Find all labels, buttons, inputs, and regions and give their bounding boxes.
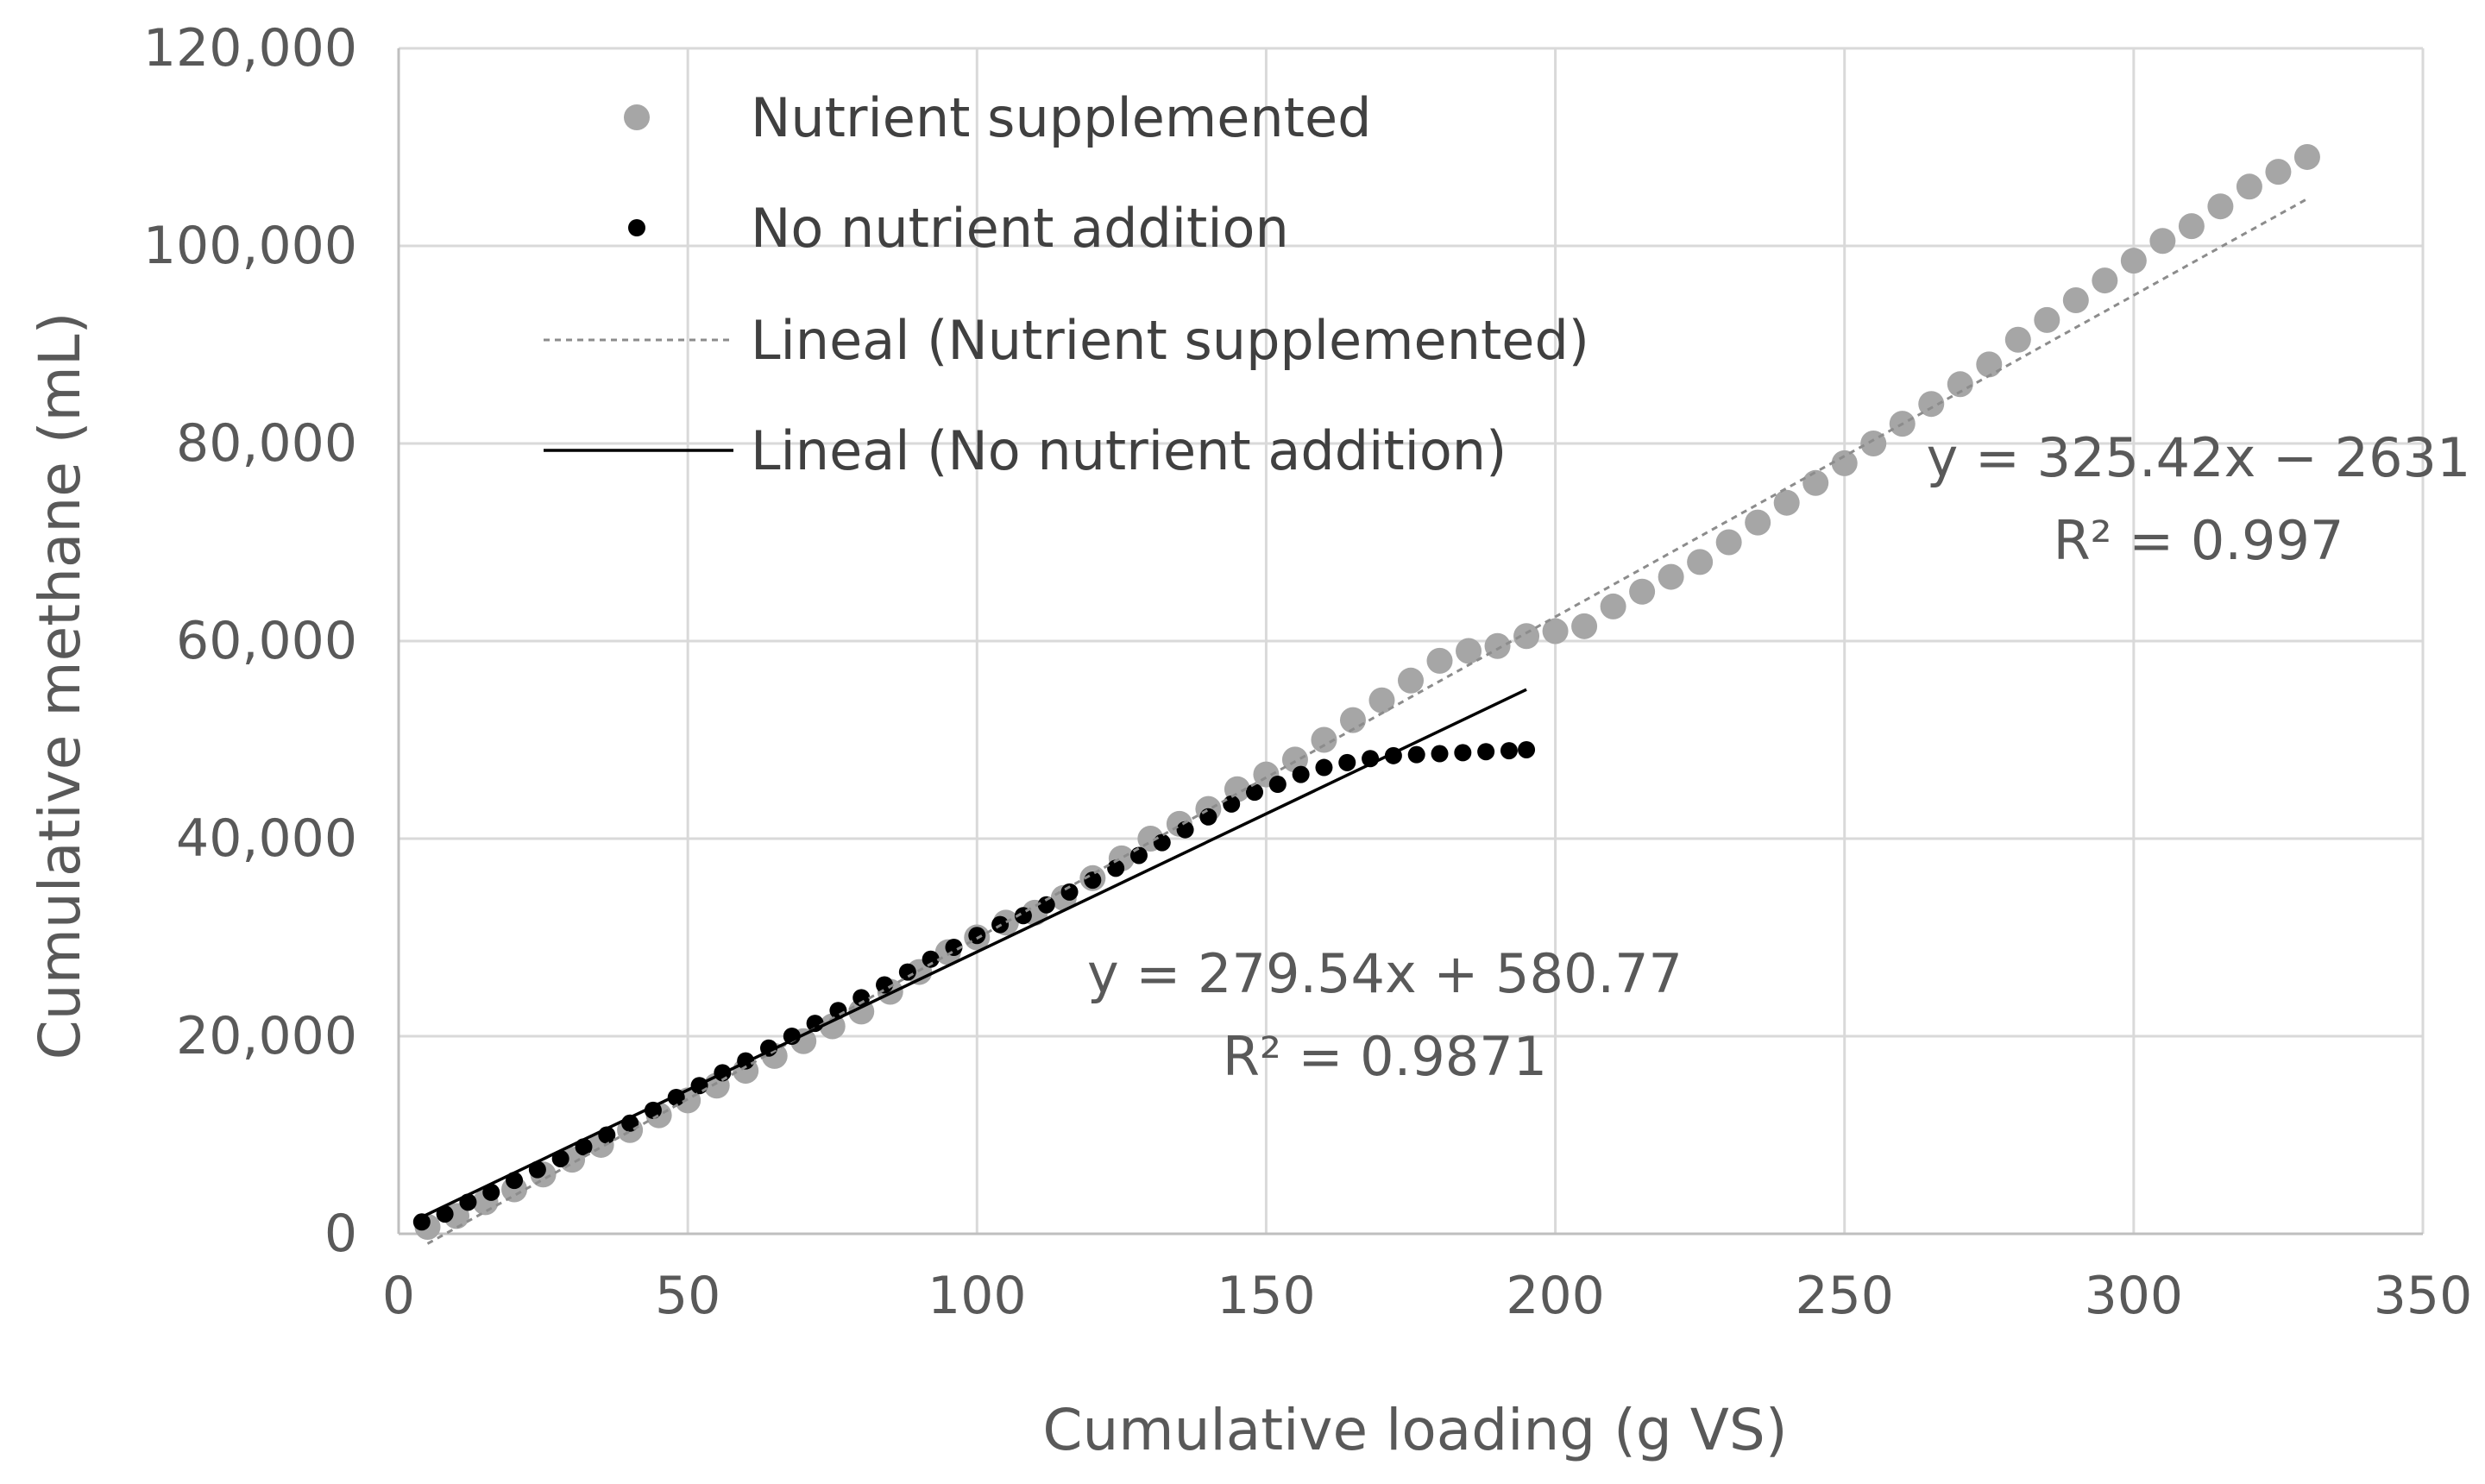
point-no-nutrient-addition bbox=[1500, 742, 1518, 760]
point-no-nutrient-addition bbox=[1407, 745, 1425, 764]
x-tick-label: 50 bbox=[655, 1266, 720, 1326]
axes bbox=[397, 48, 2423, 1236]
y-tick-label: 20,000 bbox=[176, 1006, 357, 1066]
point-nutrient-supplemented bbox=[1398, 667, 1424, 694]
point-nutrient-supplemented bbox=[2004, 326, 2031, 353]
trendline-equations: y = 325.42x − 2631 R² = 0.997 y = 279.54… bbox=[1087, 426, 2470, 1088]
point-nutrient-supplemented bbox=[1802, 469, 1829, 496]
point-no-nutrient-addition bbox=[1199, 808, 1217, 826]
point-nutrient-supplemented bbox=[2062, 286, 2089, 313]
equation-no-nutrient-addition: y = 279.54x + 580.77 bbox=[1087, 942, 1683, 1005]
point-no-nutrient-addition bbox=[412, 1213, 431, 1231]
y-tick-label: 120,000 bbox=[143, 18, 357, 79]
point-no-nutrient-addition bbox=[1315, 758, 1333, 777]
y-tick-label: 40,000 bbox=[176, 808, 357, 869]
point-no-nutrient-addition bbox=[1338, 753, 1356, 771]
point-nutrient-supplemented bbox=[1687, 549, 1714, 575]
point-nutrient-supplemented bbox=[1976, 351, 2003, 378]
y-tick-label: 60,000 bbox=[176, 611, 357, 671]
r-squared-no-nutrient-addition: R² = 0.9871 bbox=[1223, 1025, 1547, 1088]
legend-marker-nutrient-supplemented bbox=[624, 104, 650, 130]
x-tick-label: 0 bbox=[382, 1266, 415, 1326]
point-nutrient-supplemented bbox=[2178, 213, 2205, 240]
point-nutrient-supplemented bbox=[2207, 193, 2234, 220]
point-no-nutrient-addition bbox=[1454, 744, 1472, 762]
point-no-nutrient-addition bbox=[783, 1028, 801, 1045]
point-no-nutrient-addition bbox=[1037, 896, 1055, 914]
x-axis-title: Cumulative loading (g VS) bbox=[1042, 1397, 1787, 1463]
point-no-nutrient-addition bbox=[1223, 795, 1241, 813]
x-tick-label: 250 bbox=[1795, 1266, 1894, 1326]
x-tick-label: 200 bbox=[1506, 1266, 1605, 1326]
legend-label-lineal-nutrient-supplemented: Lineal (Nutrient supplemented) bbox=[751, 309, 1589, 372]
point-nutrient-supplemented bbox=[1600, 593, 1626, 619]
point-nutrient-supplemented bbox=[819, 1013, 846, 1040]
point-nutrient-supplemented bbox=[1745, 509, 1771, 536]
point-no-nutrient-addition bbox=[1246, 783, 1264, 802]
point-nutrient-supplemented bbox=[1513, 623, 1540, 650]
x-tick-label: 350 bbox=[2374, 1266, 2473, 1326]
y-axis-title: Cumulative methane (mL) bbox=[27, 312, 93, 1060]
point-nutrient-supplemented bbox=[1918, 391, 1945, 418]
point-nutrient-supplemented bbox=[1831, 450, 1858, 476]
y-tick-label: 100,000 bbox=[143, 216, 357, 276]
point-no-nutrient-addition bbox=[1431, 745, 1449, 763]
point-no-nutrient-addition bbox=[898, 963, 916, 981]
point-nutrient-supplemented bbox=[1426, 647, 1453, 674]
trendline-no-nutrient-addition bbox=[421, 688, 1527, 1219]
point-no-nutrient-addition bbox=[852, 989, 871, 1007]
point-no-nutrient-addition bbox=[876, 976, 894, 994]
point-nutrient-supplemented bbox=[2265, 159, 2292, 186]
point-no-nutrient-addition bbox=[1477, 743, 1495, 761]
equation-nutrient-supplemented: y = 325.42x − 2631 bbox=[1927, 426, 2471, 489]
legend: Nutrient supplemented No nutrient additi… bbox=[544, 86, 1589, 482]
point-nutrient-supplemented bbox=[1571, 613, 1598, 639]
legend-label-lineal-no-nutrient-addition: Lineal (No nutrient addition) bbox=[751, 419, 1507, 482]
point-nutrient-supplemented bbox=[1715, 529, 1742, 556]
point-nutrient-supplemented bbox=[1658, 563, 1684, 590]
point-no-nutrient-addition bbox=[1107, 859, 1125, 877]
point-nutrient-supplemented bbox=[2092, 267, 2118, 294]
point-nutrient-supplemented bbox=[2149, 228, 2176, 255]
point-no-nutrient-addition bbox=[1084, 871, 1102, 890]
point-nutrient-supplemented bbox=[2034, 306, 2060, 333]
legend-label-nutrient-supplemented: Nutrient supplemented bbox=[751, 86, 1371, 149]
point-nutrient-supplemented bbox=[2120, 248, 2147, 274]
point-no-nutrient-addition bbox=[1176, 821, 1194, 839]
y-tick-label: 0 bbox=[324, 1204, 357, 1264]
gridlines bbox=[399, 47, 2425, 1234]
point-no-nutrient-addition bbox=[1060, 883, 1079, 901]
x-tick-label: 100 bbox=[928, 1266, 1027, 1326]
point-no-nutrient-addition bbox=[1292, 765, 1310, 783]
point-nutrient-supplemented bbox=[1947, 371, 1973, 398]
y-tick-labels: 0 20,000 40,000 60,000 80,000 100,000 120,000 bbox=[143, 18, 357, 1264]
point-no-nutrient-addition bbox=[436, 1205, 454, 1223]
point-nutrient-supplemented bbox=[1773, 489, 1800, 516]
point-nutrient-supplemented bbox=[1456, 638, 1482, 664]
point-nutrient-supplemented bbox=[2236, 173, 2262, 200]
point-no-nutrient-addition bbox=[968, 927, 986, 945]
point-nutrient-supplemented bbox=[1542, 618, 1569, 645]
legend-marker-no-nutrient-addition bbox=[628, 219, 645, 236]
point-nutrient-supplemented bbox=[1629, 578, 1656, 605]
point-no-nutrient-addition bbox=[482, 1183, 500, 1201]
point-no-nutrient-addition bbox=[1153, 833, 1171, 852]
point-nutrient-supplemented bbox=[1368, 687, 1395, 714]
point-no-nutrient-addition bbox=[1268, 776, 1287, 794]
r-squared-nutrient-supplemented: R² = 0.997 bbox=[2054, 509, 2344, 572]
point-no-nutrient-addition bbox=[922, 950, 940, 968]
point-no-nutrient-addition bbox=[1518, 740, 1536, 758]
point-nutrient-supplemented bbox=[1311, 726, 1337, 753]
y-tick-label: 80,000 bbox=[176, 413, 357, 474]
x-tick-label: 300 bbox=[2085, 1266, 2184, 1326]
point-no-nutrient-addition bbox=[945, 938, 963, 956]
x-tick-labels: 0 50 100 150 200 250 300 350 bbox=[382, 1266, 2472, 1326]
legend-label-no-nutrient-addition: No nutrient addition bbox=[751, 197, 1289, 260]
x-tick-label: 150 bbox=[1217, 1266, 1316, 1326]
point-nutrient-supplemented bbox=[2293, 143, 2320, 170]
